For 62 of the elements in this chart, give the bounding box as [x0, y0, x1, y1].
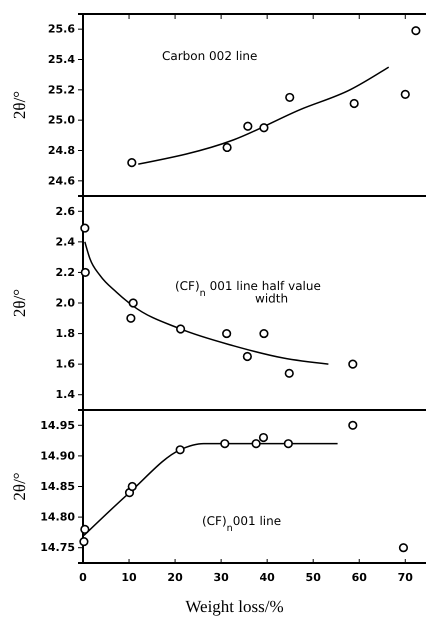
point — [80, 524, 90, 534]
x-tick-label: 50 — [306, 570, 322, 584]
x-tick-label: 20 — [167, 570, 184, 584]
point — [284, 439, 293, 448]
annotation: Carbon 002 line — [162, 49, 258, 63]
y-tick-label: 2.6 — [56, 204, 76, 218]
point — [400, 90, 410, 99]
y-tick-label: 25.4 — [48, 53, 76, 66]
x-tick-label: 60 — [352, 570, 368, 584]
y-tick-label: 1.6 — [56, 358, 76, 371]
y-axis-title: 2θ/° — [10, 90, 29, 120]
point — [128, 298, 138, 308]
point — [258, 432, 268, 442]
annotation: (CF)$_{n}$ 001 line half value width — [175, 279, 321, 306]
annotation: (CF)$_{n}$001 line — [202, 514, 282, 534]
point — [350, 98, 359, 108]
x-tick-label: 0 — [79, 570, 88, 584]
line-series — [138, 66, 390, 165]
y-tick-label: 2.4 — [56, 235, 76, 248]
y-tick-label: 14.95 — [40, 418, 75, 432]
y-tick-label: 1.8 — [56, 327, 75, 340]
x-axis-title: Weight loss/% — [185, 597, 284, 616]
x-tick-label: 10 — [121, 570, 138, 584]
point — [242, 352, 252, 362]
point — [398, 543, 408, 552]
y-tick-label: 14.75 — [40, 541, 75, 554]
point — [222, 142, 232, 152]
y-tick-label: 25.0 — [48, 114, 76, 127]
point — [176, 324, 186, 334]
y-tick-label: 25.6 — [48, 22, 76, 36]
y-axis-title: 2θ/° — [10, 472, 29, 501]
x-tick-label: 30 — [213, 570, 230, 584]
point — [222, 328, 232, 338]
y-tick-label: 25.2 — [48, 83, 75, 96]
point — [348, 360, 358, 369]
point — [411, 26, 420, 36]
y-tick-label: 14.80 — [40, 510, 76, 524]
point — [285, 92, 294, 102]
point — [176, 445, 185, 454]
point — [243, 122, 252, 131]
point — [284, 368, 294, 378]
y-tick-label: 1.4 — [56, 388, 76, 402]
y-tick-label: 14.85 — [40, 480, 75, 494]
point — [80, 268, 90, 278]
point — [80, 224, 90, 233]
point — [348, 420, 358, 430]
point — [259, 123, 269, 132]
point — [252, 439, 261, 448]
point — [127, 158, 136, 168]
point — [79, 537, 89, 546]
point — [220, 439, 230, 448]
x-tick-label: 40 — [260, 570, 276, 584]
y-tick-label: 24.6 — [48, 174, 76, 188]
point — [126, 314, 136, 323]
y-tick-label: 2.2 — [56, 266, 75, 279]
y-axis-title: 2θ/° — [10, 288, 29, 318]
y-tick-label: 24.8 — [48, 144, 75, 158]
y-tick-label: 14.90 — [40, 449, 76, 462]
x-tick-label: 70 — [398, 570, 414, 584]
y-tick-label: 2.0 — [56, 296, 76, 310]
point — [259, 328, 269, 338]
point — [128, 482, 137, 492]
